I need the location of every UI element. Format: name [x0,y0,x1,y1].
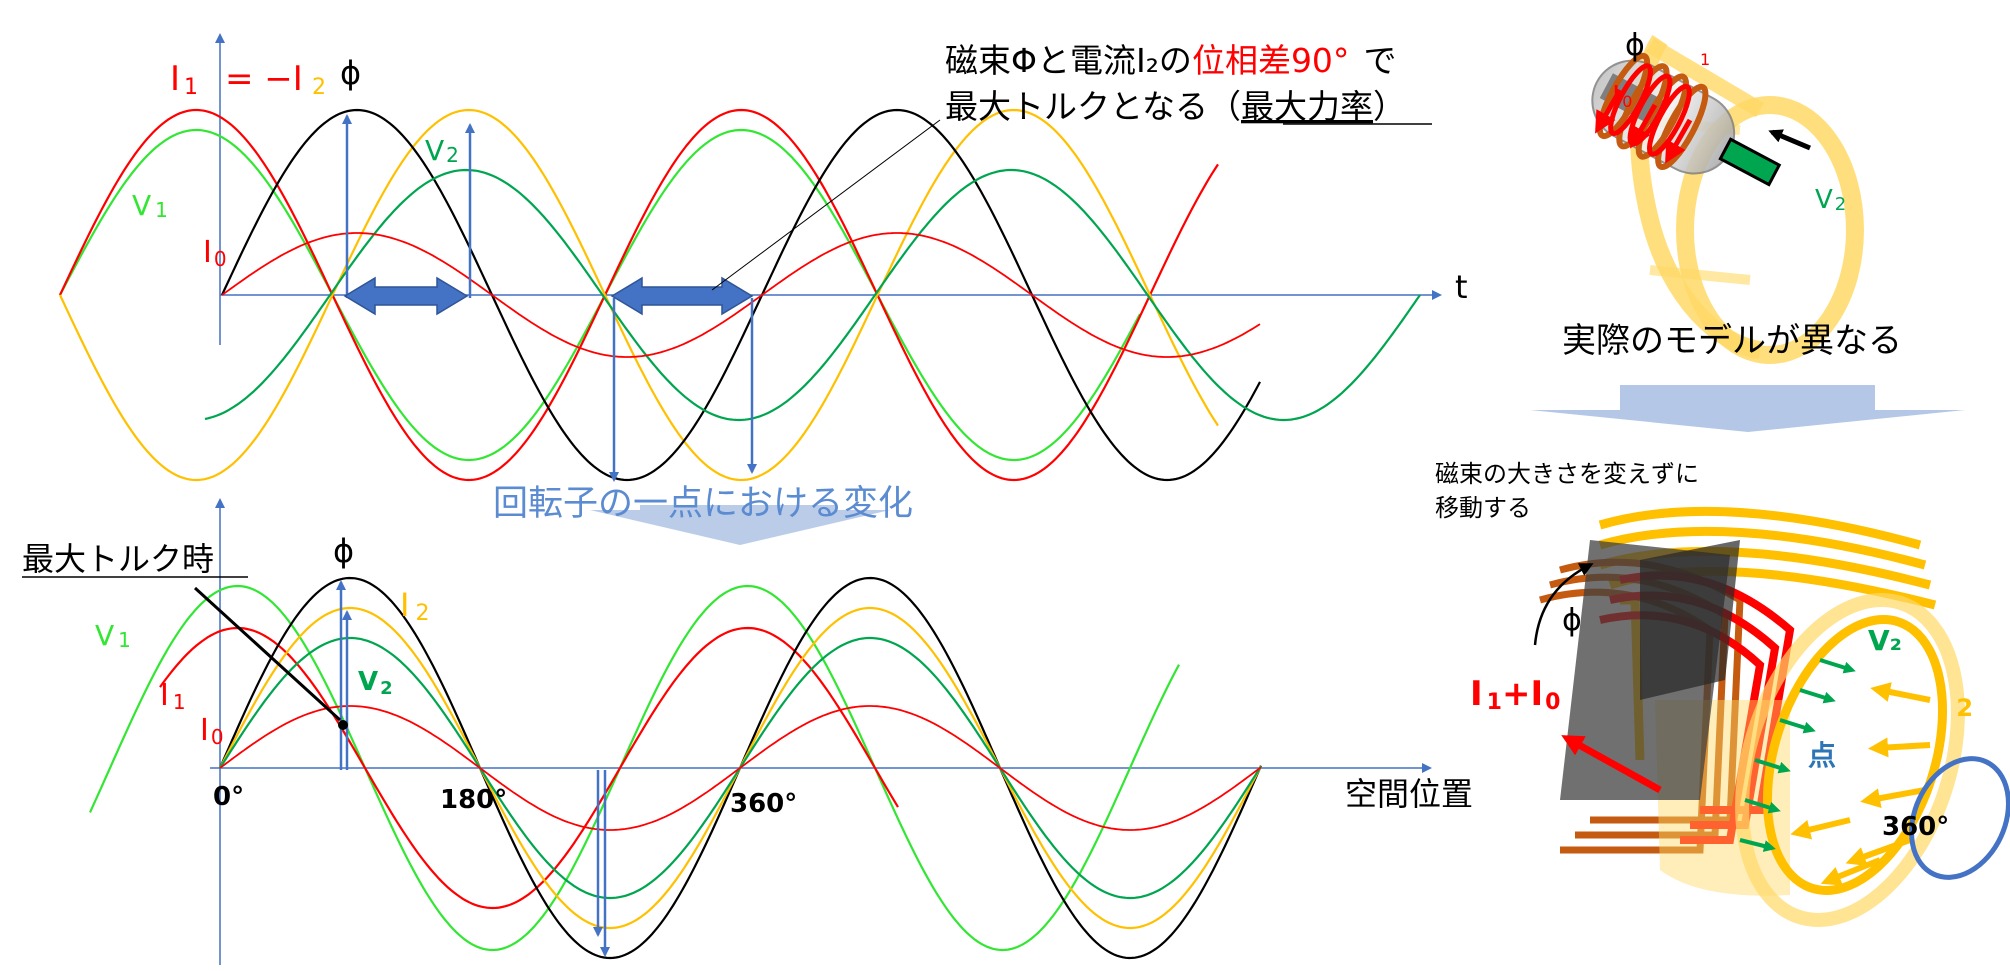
bottom-i0-curve [219,705,1262,831]
top-i2-curve [59,108,1219,482]
flux-plane-top [1640,540,1740,700]
angle-360-label: 360° [1882,812,1949,842]
field-v2-label: V₂ [1868,624,1902,657]
tick-360-label: 360° [730,789,797,819]
center-down-arrow [590,505,890,545]
v2-arrow-1 [1819,658,1856,674]
max-torque-point [338,720,348,730]
top-phi-label: ϕ [340,54,361,92]
stator-coil-1 [1598,506,1922,550]
v2-arrow-2 [1799,688,1836,704]
coil-current-arrow-2 [1630,103,1658,149]
top-eq-label: = −I [225,59,303,99]
v2-black-arrow [1768,129,1811,151]
top-i0-curve [221,232,1261,358]
bottom-curves [88,576,1263,960]
max-torque-pointer [193,586,342,722]
coil-current-arrow-1 [1595,88,1623,134]
tick-180-label: 180° [440,785,507,815]
i2-arrow-4 [1845,837,1912,866]
rotor-phi-label: ϕ [1625,28,1645,63]
bottom-phi-label: ϕ [333,532,354,570]
i1-i0-arrow [1561,735,1662,794]
top-t-label: t [1455,268,1468,306]
move-note-line1: 磁束の大きさを変えずに [1435,460,1699,488]
note-leader-line [711,119,941,291]
coil-current-arrow-3 [1665,118,1693,164]
v2-arrow-4 [1754,758,1791,774]
i2-arrow-5 [1820,857,1882,886]
v2-arrow-5 [1744,798,1781,814]
outer-ring-front [1676,96,1864,364]
bottom-v1-curve [88,584,1180,952]
phi-rotation-arrow [1533,563,1594,646]
field-phi-label: ϕ [1562,603,1582,638]
center-caption: 回転子の一点における変化 [493,484,913,524]
bottom-i1-curve [159,626,899,910]
rotor-i1-sub: 1 [1700,50,1710,69]
i2-arrow-1 [1870,682,1931,703]
v2-conductor [1718,137,1782,187]
outer-ring-bar-top [1645,38,1765,117]
top-phi-curve [221,108,1261,482]
top-curves [59,108,1421,482]
moving-flux-illustration: 磁束の大きさを変えずに 移動する ϕ I 1+I0 [1435,460,2010,927]
max-torque-label: 最大トルク時 [22,540,214,578]
i2-arrow-3 [1860,787,1926,809]
spatial-position-label: 空間位置 [1345,775,1473,813]
i1-i0-label: I 1+I0 [1470,674,1560,715]
move-note-line2: 移動する [1435,494,1531,522]
top-v2-curve [204,168,1421,422]
top-i2-sub-label: 2 [312,75,326,100]
phase-note-line1: 磁束Φと電流I₂の位相差90° で [945,41,1396,80]
outer-ring-bar-bot [1649,265,1751,285]
point-label: 点 [1808,739,1836,772]
stator-coil-2 [1598,526,1927,570]
model-down-arrow [1530,385,1965,432]
cylinder-end-outer [1735,593,1965,927]
phase-note-line2: 最大トルクとなる（最大力率） [945,87,1406,126]
model-caption: 実際のモデルが異なる [1562,321,1902,361]
rotation-360-ring [1909,756,2010,880]
v2-arrow-6 [1739,838,1776,852]
top-phase-difference-arrow-2 [610,276,754,316]
i2-arrow-6 [1790,817,1851,840]
v2-arrow-3 [1779,718,1816,734]
i2-arrow-2 [1868,737,1931,758]
top-phase-difference-arrow-1 [343,276,469,316]
top-i1-curve [59,108,1219,482]
tick-0-label: 0° [213,782,244,812]
